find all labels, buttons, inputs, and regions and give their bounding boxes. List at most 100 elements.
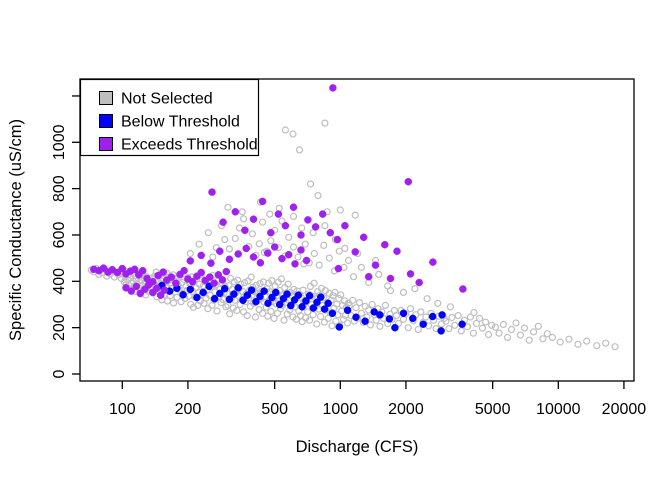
data-point xyxy=(309,229,317,237)
data-point xyxy=(394,319,403,328)
data-point xyxy=(472,319,480,328)
data-point xyxy=(503,333,512,341)
data-point xyxy=(238,208,246,216)
data-point xyxy=(335,294,343,303)
data-point xyxy=(417,308,425,316)
data-point xyxy=(337,291,345,299)
data-point xyxy=(216,289,224,298)
data-point xyxy=(233,306,241,315)
data-point xyxy=(143,274,151,283)
data-point xyxy=(221,236,229,244)
data-point xyxy=(411,285,419,293)
data-point xyxy=(516,331,525,339)
data-point xyxy=(224,203,232,211)
data-point xyxy=(309,304,318,312)
data-point xyxy=(343,319,351,327)
data-point xyxy=(451,321,459,329)
data-point xyxy=(437,327,445,335)
data-point xyxy=(445,325,453,333)
data-point xyxy=(258,197,267,206)
data-point xyxy=(219,218,227,226)
data-point xyxy=(529,328,538,336)
data-point xyxy=(352,304,360,312)
data-point xyxy=(252,281,260,289)
data-point xyxy=(320,241,328,249)
data-point xyxy=(458,320,466,328)
data-point xyxy=(287,301,295,310)
data-point xyxy=(294,291,303,299)
data-point xyxy=(218,276,227,284)
data-point xyxy=(225,255,234,264)
data-point xyxy=(343,306,352,315)
data-point xyxy=(352,313,360,321)
data-point xyxy=(242,244,250,253)
data-point xyxy=(138,266,147,275)
data-point xyxy=(357,263,365,271)
data-point xyxy=(268,293,276,302)
data-point xyxy=(220,284,229,293)
x-tick-label: 100 xyxy=(109,401,136,418)
data-point xyxy=(470,309,478,317)
data-point xyxy=(270,243,279,251)
data-point xyxy=(446,303,454,311)
y-tick-label: 0 xyxy=(51,369,68,378)
y-tick-label: 400 xyxy=(51,268,68,295)
data-point xyxy=(195,240,203,248)
data-point xyxy=(290,285,298,293)
data-point xyxy=(525,336,533,344)
data-point xyxy=(381,301,389,309)
data-point xyxy=(372,316,380,324)
data-point xyxy=(127,287,136,295)
data-point xyxy=(247,286,256,294)
data-point xyxy=(359,233,368,242)
x-tick-label: 10000 xyxy=(536,401,581,418)
data-point xyxy=(278,217,286,225)
data-point xyxy=(274,210,283,218)
data-point xyxy=(466,313,474,321)
data-point xyxy=(328,309,337,318)
data-point xyxy=(267,307,275,315)
y-tick-label: 600 xyxy=(51,222,68,249)
data-point xyxy=(371,261,380,269)
data-point xyxy=(539,335,547,343)
y-tick-label: 800 xyxy=(51,175,68,202)
data-point xyxy=(295,146,304,154)
data-point xyxy=(583,337,591,345)
data-point xyxy=(149,278,157,286)
data-point xyxy=(189,303,197,311)
legend-label: Below Threshold xyxy=(121,114,240,131)
data-point xyxy=(230,278,238,286)
data-point xyxy=(349,296,357,304)
data-point xyxy=(222,303,230,311)
data-point xyxy=(297,231,305,239)
data-point xyxy=(349,273,358,281)
series-exceeds-threshold xyxy=(90,84,467,299)
data-point xyxy=(186,285,195,294)
data-point xyxy=(313,298,321,306)
data-point xyxy=(170,299,178,307)
data-point xyxy=(334,264,343,273)
data-point xyxy=(305,291,314,300)
data-point xyxy=(475,314,484,322)
data-point xyxy=(442,317,450,325)
data-point xyxy=(328,322,336,330)
data-point xyxy=(255,240,263,248)
data-point xyxy=(206,291,214,299)
data-point xyxy=(320,305,329,313)
data-point xyxy=(507,325,516,334)
data-point xyxy=(267,237,275,245)
data-point xyxy=(289,130,297,138)
data-point xyxy=(409,314,417,323)
data-point xyxy=(366,321,374,329)
data-point xyxy=(376,311,384,319)
data-point xyxy=(193,293,201,302)
data-point xyxy=(251,313,259,321)
data-point xyxy=(230,290,238,298)
data-point xyxy=(381,240,389,249)
data-point xyxy=(491,323,500,331)
y-axis-title: Specific Conductance (uS/cm) xyxy=(7,119,25,341)
x-tick-label: 20000 xyxy=(602,401,647,418)
data-point xyxy=(210,294,219,303)
data-point xyxy=(340,315,348,323)
